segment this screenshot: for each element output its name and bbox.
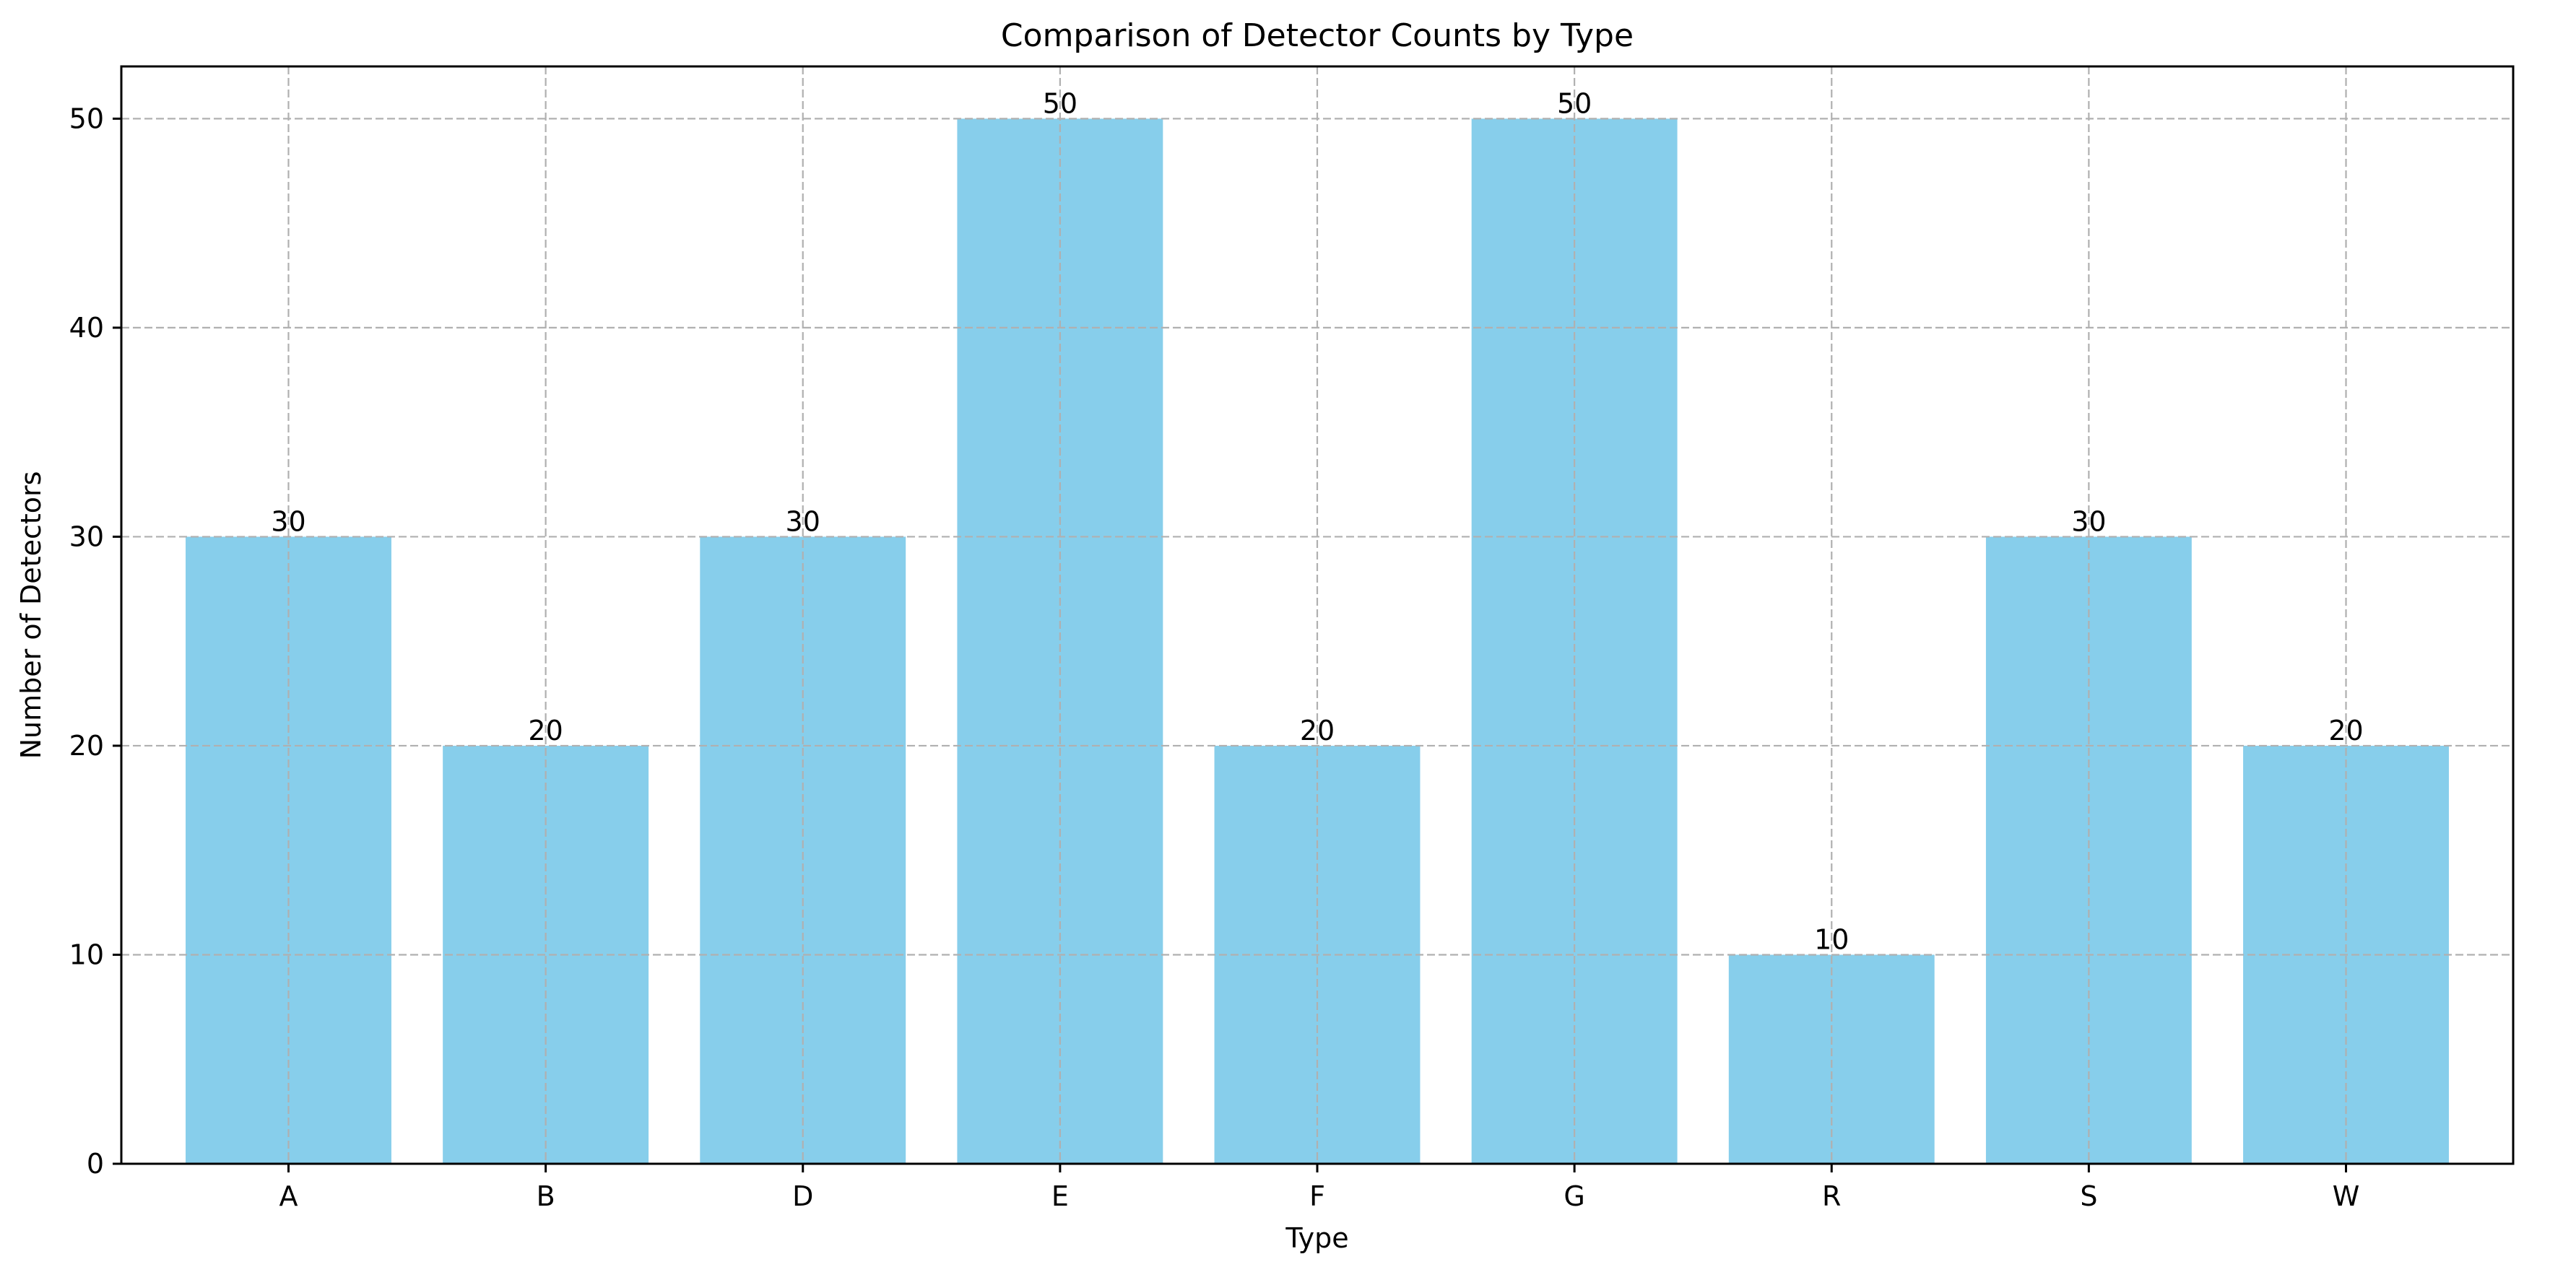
bar-S (1985, 536, 2192, 1164)
x-tick-label: W (2333, 1180, 2360, 1212)
chart-title: Comparison of Detector Counts by Type (1001, 17, 1634, 54)
data-label-W: 20 (2328, 715, 2363, 746)
data-label-F: 20 (1300, 715, 1335, 746)
data-label-D: 30 (786, 505, 820, 537)
data-label-E: 50 (1043, 87, 1077, 119)
y-tick-label: 0 (87, 1148, 104, 1180)
data-labels: 30 20 30 50 20 50 10 30 20 (271, 87, 2363, 955)
y-tick-label: 30 (69, 521, 104, 552)
bar-R (1728, 954, 1935, 1164)
x-tick-label: D (792, 1180, 813, 1212)
y-tick-label: 10 (69, 939, 104, 970)
x-tick-label: R (1822, 1180, 1841, 1212)
data-label-S: 30 (2071, 505, 2106, 537)
x-tick-label: G (1564, 1180, 1584, 1212)
axis-ticks: 0 10 20 30 40 50 A B D E F G R S W (69, 103, 2360, 1212)
x-tick-label: S (2080, 1180, 2097, 1212)
x-axis-label: Type (1285, 1222, 1348, 1254)
x-tick-label: E (1051, 1180, 1069, 1212)
x-tick-label: B (537, 1180, 555, 1212)
x-tick-label: A (279, 1180, 298, 1212)
y-tick-label: 50 (69, 103, 104, 134)
data-label-G: 50 (1557, 87, 1592, 119)
x-tick-label: F (1309, 1180, 1325, 1212)
y-tick-label: 20 (69, 730, 104, 762)
y-tick-label: 40 (69, 312, 104, 344)
data-label-A: 30 (271, 505, 305, 537)
bar-D (700, 536, 906, 1164)
y-axis-label: Number of Detectors (15, 471, 47, 759)
data-label-R: 10 (1814, 923, 1849, 955)
bar-A (186, 536, 391, 1164)
data-label-B: 20 (528, 715, 563, 746)
